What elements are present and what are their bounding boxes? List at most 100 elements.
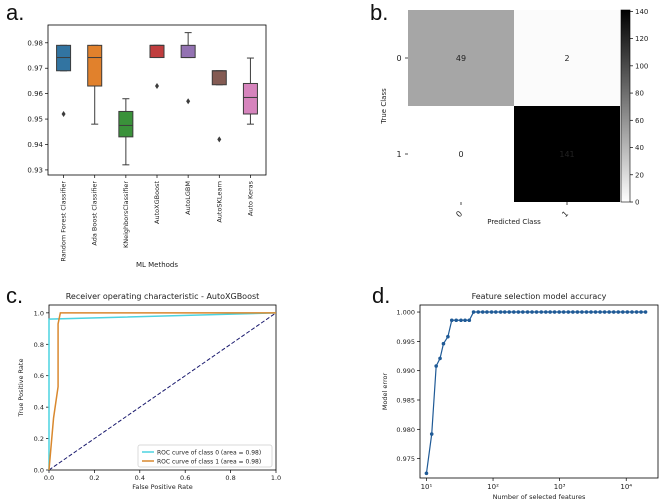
data-point bbox=[525, 310, 530, 314]
data-point bbox=[557, 310, 561, 314]
data-point bbox=[625, 310, 630, 314]
data-point bbox=[584, 310, 589, 314]
heatmap-cell bbox=[514, 10, 620, 106]
outlier-point bbox=[61, 110, 66, 117]
y-tick-label: 0.94 bbox=[27, 141, 43, 149]
data-point bbox=[607, 310, 611, 314]
data-point bbox=[449, 318, 454, 323]
y-tick-label: 1.000 bbox=[396, 309, 415, 317]
y-tick-label: 0.0 bbox=[34, 467, 44, 475]
y-tick-label: 0.2 bbox=[34, 435, 44, 443]
x-tick-label: 0.6 bbox=[180, 474, 190, 482]
outlier-point bbox=[217, 136, 222, 143]
x-tick-label: 0.2 bbox=[89, 474, 99, 482]
legend-box bbox=[137, 444, 273, 468]
data-point bbox=[580, 310, 584, 314]
y-tick-label: 0.98 bbox=[27, 39, 43, 47]
heatmap-cell bbox=[514, 106, 620, 202]
colorbar-tick-label: 140 bbox=[635, 8, 648, 16]
x-tick-label: 0.0 bbox=[44, 474, 54, 482]
data-point bbox=[544, 310, 548, 314]
cell-value: 49 bbox=[456, 54, 466, 63]
legend-label: ROC curve of class 1 (area = 0.98) bbox=[157, 459, 261, 466]
chance-diagonal bbox=[48, 312, 277, 471]
y-tick-label: 0.995 bbox=[396, 338, 415, 346]
heatmap-cell bbox=[408, 10, 514, 106]
data-point bbox=[429, 432, 434, 436]
x-tick-label: Random Forest Classifier bbox=[60, 181, 68, 262]
chart-title: Feature selection model accuracy bbox=[472, 292, 607, 301]
data-point bbox=[548, 310, 552, 314]
colorbar-tick-label: 40 bbox=[635, 144, 644, 152]
y-tick-label: 0.95 bbox=[27, 116, 43, 124]
x-axis-label: False Positive Rate bbox=[132, 483, 192, 491]
x-axis-label: Number of selected features bbox=[493, 493, 586, 501]
box bbox=[118, 110, 134, 138]
data-point bbox=[571, 310, 575, 314]
y-tick-label: 0.6 bbox=[34, 372, 44, 380]
data-point bbox=[441, 341, 446, 346]
data-point bbox=[454, 318, 459, 323]
y-tick-label: 0.980 bbox=[396, 426, 415, 434]
y-tick-label: 1 bbox=[396, 150, 401, 159]
y-tick-label: 0.8 bbox=[34, 341, 44, 349]
legend-label: ROC curve of class 0 (area = 0.98) bbox=[157, 450, 261, 457]
data-point bbox=[630, 310, 634, 314]
data-point bbox=[589, 310, 593, 314]
data-point bbox=[616, 310, 621, 314]
x-tick-label: 1.0 bbox=[271, 474, 281, 482]
data-point bbox=[463, 318, 467, 323]
data-point bbox=[424, 471, 429, 476]
x-axis-label: ML Methods bbox=[136, 261, 178, 269]
roc-curve bbox=[48, 312, 277, 470]
colorbar-tick-label: 100 bbox=[635, 62, 648, 70]
data-point bbox=[480, 310, 485, 314]
cell-value: 141 bbox=[559, 150, 574, 159]
y-axis-label: Model error bbox=[381, 373, 389, 411]
data-point bbox=[502, 310, 507, 314]
panel-label-d: d. bbox=[372, 283, 391, 308]
x-tick-label: Ada Boost Classifier bbox=[91, 181, 99, 246]
y-tick-label: 0.4 bbox=[34, 404, 44, 412]
cell-value: 0 bbox=[458, 150, 463, 159]
x-tick-label: 0.4 bbox=[135, 474, 145, 482]
data-point bbox=[602, 310, 607, 314]
data-point bbox=[566, 310, 571, 314]
data-point bbox=[459, 318, 463, 323]
x-tick-label: KNeighborsClassifier bbox=[122, 181, 130, 248]
data-point bbox=[498, 310, 503, 314]
data-point bbox=[471, 310, 476, 314]
data-point bbox=[539, 310, 544, 314]
data-point bbox=[485, 310, 489, 314]
data-point bbox=[534, 310, 539, 314]
x-tick-label: 0.8 bbox=[225, 474, 235, 482]
x-tick-label: Auto Keras bbox=[246, 180, 254, 216]
data-point bbox=[521, 310, 525, 314]
data-point bbox=[476, 310, 481, 314]
x-tick-label: AutoSKLearn bbox=[215, 181, 223, 223]
y-axis-label: True Class bbox=[380, 88, 388, 125]
panel-label-c: c. bbox=[6, 283, 24, 308]
chart-title: Receiver operating characteristic - Auto… bbox=[66, 292, 260, 301]
y-axis-label: True Positive Rate bbox=[17, 359, 25, 418]
data-point bbox=[621, 310, 625, 314]
x-tick-label: 0 bbox=[454, 209, 464, 219]
y-tick-label: 0.975 bbox=[396, 455, 415, 463]
data-point bbox=[575, 310, 580, 314]
box bbox=[242, 82, 258, 115]
data-point bbox=[516, 310, 521, 314]
data-point bbox=[467, 318, 472, 323]
y-tick-label: 0.97 bbox=[27, 65, 43, 73]
x-tick-label: 10¹ bbox=[421, 483, 433, 491]
x-tick-label: 10² bbox=[487, 483, 499, 491]
heatmap-cell bbox=[408, 106, 514, 202]
panel-label-a: a. bbox=[6, 0, 25, 25]
data-point bbox=[434, 364, 438, 368]
data-point bbox=[639, 310, 643, 314]
y-tick-label: 0.93 bbox=[27, 166, 43, 174]
colorbar-tick-label: 60 bbox=[635, 117, 644, 125]
data-point bbox=[611, 310, 616, 314]
x-tick-label: 10⁴ bbox=[620, 483, 632, 491]
